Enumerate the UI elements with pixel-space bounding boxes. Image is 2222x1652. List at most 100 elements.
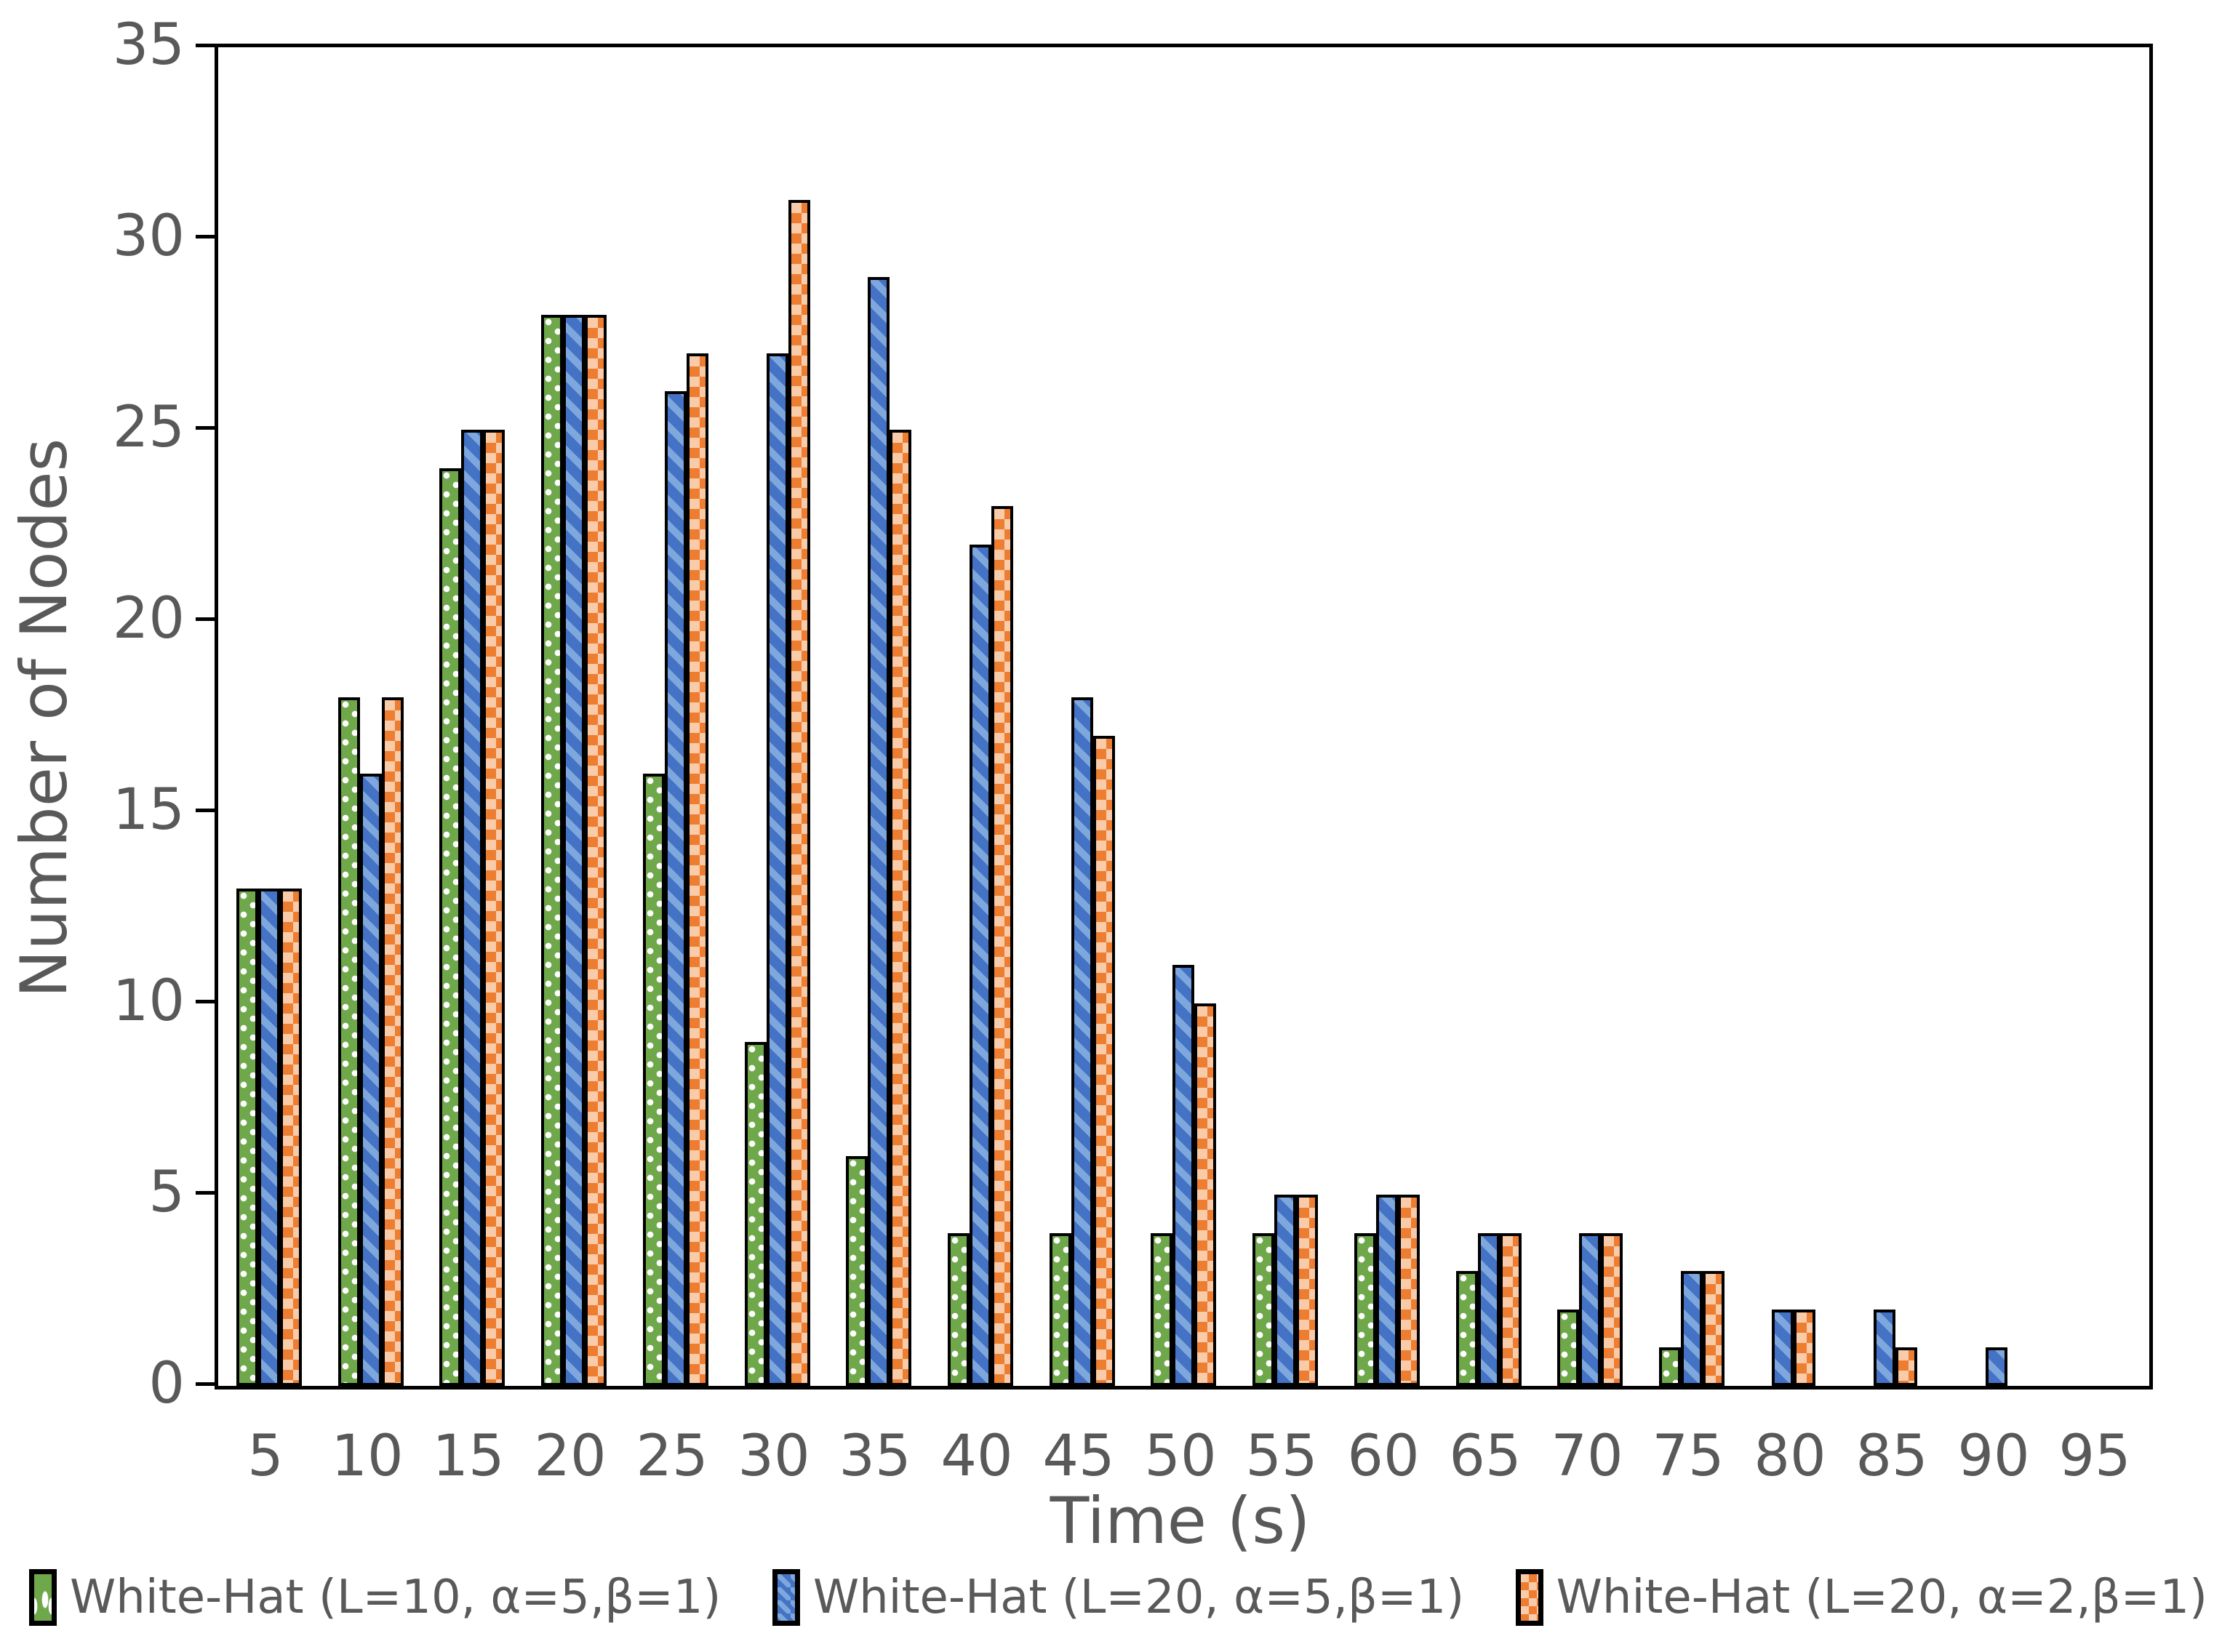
plot-area [215, 44, 2153, 1390]
x-tick-label-65: 65 [1449, 1424, 1522, 1489]
bar-series3-t85 [1895, 1347, 1917, 1386]
legend-entry-1: White-Hat (L=10, α=5,β=1) [29, 1569, 721, 1626]
legend-entry-3: White-Hat (L=20, α=2,β=1) [1515, 1569, 2207, 1626]
bar-group-5 [218, 47, 320, 1386]
bar-series2-t50 [1172, 965, 1195, 1386]
legend-swatch-checkerboard-icon [1515, 1569, 1543, 1626]
bar-group-75 [1641, 47, 1743, 1386]
bar-series1-t35 [846, 1156, 868, 1386]
bar-series2-t90 [1986, 1347, 2008, 1386]
bar-series2-t45 [1071, 697, 1093, 1386]
bar-group-10 [320, 47, 422, 1386]
bar-group-50 [1133, 47, 1235, 1386]
y-tick-label-10: 10 [112, 969, 185, 1034]
bar-series2-t80 [1771, 1310, 1794, 1386]
bar-series1-t40 [948, 1233, 970, 1386]
y-tick-mark-5 [196, 1191, 215, 1195]
y-tick-label-35: 35 [112, 12, 185, 78]
x-tick-label-15: 15 [432, 1424, 505, 1489]
bar-series1-t50 [1151, 1233, 1173, 1386]
bar-group-55 [1234, 47, 1336, 1386]
y-tick-label-20: 20 [112, 586, 185, 651]
x-tick-label-90: 90 [1957, 1424, 2030, 1489]
bar-series3-t65 [1499, 1233, 1522, 1386]
bar-group-90 [1946, 47, 2047, 1386]
bar-series1-t15 [439, 468, 462, 1386]
bar-series2-t30 [766, 353, 788, 1386]
legend-entry-2: White-Hat (L=20, α=5,β=1) [772, 1569, 1464, 1626]
bar-series2-t65 [1477, 1233, 1500, 1386]
bar-series1-t25 [642, 774, 665, 1386]
bar-series1-t65 [1455, 1271, 1478, 1386]
bar-series3-t55 [1296, 1195, 1319, 1386]
y-tick-mark-0 [196, 1382, 215, 1386]
bar-series1-t30 [744, 1042, 767, 1386]
legend-label-3: White-Hat (L=20, α=2,β=1) [1556, 1571, 2207, 1624]
x-tick-label-5: 5 [247, 1424, 284, 1489]
bar-series2-t25 [664, 391, 687, 1386]
bar-group-95 [2047, 47, 2149, 1386]
bar-series3-t50 [1194, 1003, 1217, 1386]
bar-series1-t55 [1252, 1233, 1275, 1386]
bar-series1-t5 [236, 889, 258, 1386]
bar-series3-t45 [1092, 736, 1115, 1386]
x-tick-label-85: 85 [1855, 1424, 1928, 1489]
legend-swatch-downward-diagonal-stripes-icon [772, 1569, 800, 1626]
x-tick-label-45: 45 [1042, 1424, 1115, 1489]
bar-series1-t45 [1049, 1233, 1071, 1386]
x-tick-label-50: 50 [1144, 1424, 1217, 1489]
bar-series2-t40 [970, 545, 991, 1386]
bar-group-80 [1743, 47, 1845, 1386]
bar-series2-t55 [1274, 1195, 1297, 1386]
bar-series1-t70 [1557, 1310, 1580, 1386]
bar-series3-t70 [1601, 1233, 1623, 1386]
y-tick-mark-30 [196, 235, 215, 238]
bar-series3-t10 [381, 697, 404, 1386]
bar-series2-t10 [359, 774, 382, 1386]
bar-group-65 [1438, 47, 1540, 1386]
legend: White-Hat (L=10, α=5,β=1) White-Hat (L=20… [29, 1569, 2207, 1626]
bar-series1-t75 [1659, 1347, 1682, 1386]
bar-series3-t35 [890, 430, 912, 1386]
x-tick-label-20: 20 [534, 1424, 607, 1489]
bar-series1-t60 [1354, 1233, 1376, 1386]
y-tick-mark-10 [196, 1000, 215, 1003]
bar-series3-t5 [279, 889, 302, 1386]
bar-series1-t10 [337, 697, 360, 1386]
bar-series3-t40 [991, 506, 1013, 1386]
x-tick-label-10: 10 [331, 1424, 404, 1489]
x-tick-label-60: 60 [1347, 1424, 1420, 1489]
bar-series3-t30 [788, 200, 810, 1386]
y-tick-mark-25 [196, 426, 215, 430]
bar-group-35 [828, 47, 930, 1386]
bar-series2-t20 [563, 315, 586, 1386]
bar-series3-t20 [585, 315, 607, 1386]
bar-series3-t60 [1397, 1195, 1420, 1386]
y-tick-label-5: 5 [148, 1160, 185, 1225]
bar-group-60 [1336, 47, 1438, 1386]
bar-group-85 [1845, 47, 1946, 1386]
bar-group-30 [727, 47, 828, 1386]
x-axis-title: Time (s) [1050, 1483, 1311, 1558]
x-tick-label-95: 95 [2058, 1424, 2131, 1489]
legend-swatch-white-dots-icon [29, 1569, 57, 1626]
bar-group-45 [1031, 47, 1133, 1386]
legend-label-2: White-Hat (L=20, α=5,β=1) [812, 1571, 1465, 1624]
x-tick-label-75: 75 [1652, 1424, 1725, 1489]
bar-series3-t75 [1703, 1271, 1725, 1386]
bar-series3-t15 [483, 430, 505, 1386]
y-tick-label-15: 15 [112, 777, 185, 843]
y-tick-label-0: 0 [148, 1351, 185, 1416]
legend-label-1: White-Hat (L=10, α=5,β=1) [70, 1571, 722, 1624]
bar-series3-t25 [686, 353, 708, 1386]
y-tick-mark-20 [196, 617, 215, 621]
x-tick-label-40: 40 [940, 1424, 1013, 1489]
bar-series2-t15 [461, 430, 484, 1386]
x-tick-label-30: 30 [738, 1424, 810, 1489]
x-tick-label-70: 70 [1551, 1424, 1623, 1489]
y-tick-label-30: 30 [112, 204, 185, 269]
y-tick-mark-15 [196, 809, 215, 812]
x-tick-label-80: 80 [1754, 1424, 1826, 1489]
bar-series3-t80 [1793, 1310, 1815, 1386]
